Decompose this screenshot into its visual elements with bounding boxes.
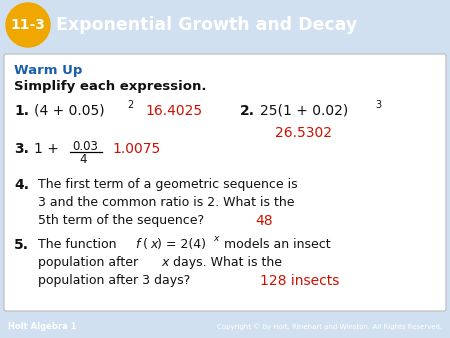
Text: population after: population after <box>38 256 142 269</box>
Text: 1 +: 1 + <box>34 142 59 156</box>
Text: (: ( <box>143 238 148 251</box>
Text: 26.5302: 26.5302 <box>275 126 332 140</box>
Text: 5.: 5. <box>14 238 29 252</box>
Text: 128 insects: 128 insects <box>260 274 339 288</box>
Text: f: f <box>135 238 140 251</box>
Text: 11-3: 11-3 <box>10 18 45 32</box>
Text: 4.: 4. <box>14 178 29 192</box>
Text: Holt Algebra 1: Holt Algebra 1 <box>8 322 76 331</box>
Text: x: x <box>213 234 218 243</box>
Text: Warm Up: Warm Up <box>14 64 82 77</box>
Circle shape <box>6 3 50 47</box>
Text: Exponential Growth and Decay: Exponential Growth and Decay <box>56 16 357 34</box>
Text: 1.: 1. <box>14 104 29 118</box>
Text: 0.03: 0.03 <box>72 140 98 153</box>
Text: 2: 2 <box>127 100 133 110</box>
Text: x: x <box>161 256 168 269</box>
Text: 4: 4 <box>79 153 86 166</box>
Text: 3 and the common ratio is 2. What is the: 3 and the common ratio is 2. What is the <box>38 196 294 209</box>
Text: 5th term of the sequence?: 5th term of the sequence? <box>38 214 204 227</box>
Text: 48: 48 <box>255 214 273 228</box>
FancyBboxPatch shape <box>4 54 446 311</box>
Text: 2.: 2. <box>240 104 255 118</box>
Text: population after 3 days?: population after 3 days? <box>38 274 190 287</box>
Text: 16.4025: 16.4025 <box>145 104 202 118</box>
Text: x: x <box>150 238 157 251</box>
Text: ) = 2(4): ) = 2(4) <box>157 238 206 251</box>
Text: 25(1 + 0.02): 25(1 + 0.02) <box>260 104 348 118</box>
Text: The first term of a geometric sequence is: The first term of a geometric sequence i… <box>38 178 297 191</box>
Text: (4 + 0.05): (4 + 0.05) <box>34 104 104 118</box>
Text: 3: 3 <box>375 100 381 110</box>
Text: 3.: 3. <box>14 142 29 156</box>
Text: 1.0075: 1.0075 <box>112 142 160 156</box>
Text: Simplify each expression.: Simplify each expression. <box>14 80 207 93</box>
Text: The function: The function <box>38 238 121 251</box>
Text: Copyright © by Holt, Rinehart and Winston. All Rights Reserved.: Copyright © by Holt, Rinehart and Winsto… <box>217 323 442 330</box>
Text: models an insect: models an insect <box>220 238 331 251</box>
Text: days. What is the: days. What is the <box>169 256 282 269</box>
